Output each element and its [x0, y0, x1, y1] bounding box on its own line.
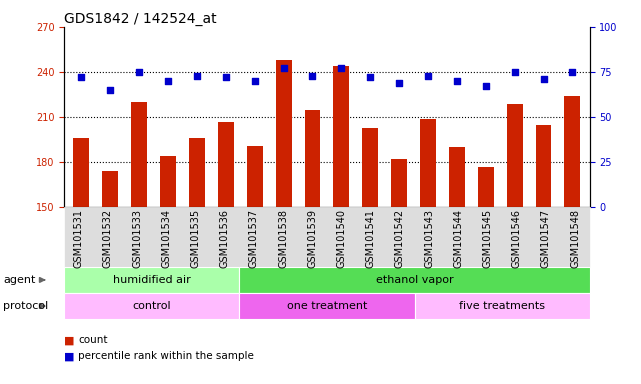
Text: GSM101545: GSM101545: [483, 209, 492, 268]
Bar: [362, 127, 378, 207]
Point: [538, 76, 549, 82]
Bar: [276, 60, 292, 207]
Text: percentile rank within the sample: percentile rank within the sample: [78, 351, 254, 361]
Text: GSM101544: GSM101544: [453, 209, 463, 268]
Text: GDS1842 / 142524_at: GDS1842 / 142524_at: [64, 12, 217, 25]
Text: GSM101534: GSM101534: [162, 209, 171, 268]
Point: [423, 73, 433, 79]
Bar: [449, 147, 465, 207]
Text: GSM101547: GSM101547: [541, 209, 551, 268]
Bar: [478, 167, 494, 207]
Text: humidified air: humidified air: [113, 275, 190, 285]
Text: GSM101537: GSM101537: [249, 209, 259, 268]
Text: one treatment: one treatment: [287, 301, 367, 311]
Text: ■: ■: [64, 335, 74, 345]
Point: [134, 69, 144, 75]
Point: [394, 80, 404, 86]
Point: [365, 74, 376, 81]
Point: [221, 74, 231, 81]
Point: [337, 65, 347, 71]
Text: count: count: [78, 335, 108, 345]
Point: [192, 73, 202, 79]
Text: GSM101532: GSM101532: [103, 209, 113, 268]
Bar: [506, 104, 522, 207]
Text: GSM101546: GSM101546: [512, 209, 522, 268]
Point: [76, 74, 87, 81]
Bar: [218, 122, 234, 207]
Text: GSM101539: GSM101539: [307, 209, 317, 268]
Text: GSM101535: GSM101535: [190, 209, 201, 268]
Point: [567, 69, 578, 75]
Bar: [247, 146, 263, 207]
Bar: [160, 156, 176, 207]
Text: protocol: protocol: [3, 301, 49, 311]
Bar: [565, 96, 580, 207]
Text: ethanol vapor: ethanol vapor: [376, 275, 453, 285]
Text: agent: agent: [3, 275, 36, 285]
Point: [249, 78, 260, 84]
Text: GSM101542: GSM101542: [395, 209, 405, 268]
Text: GSM101543: GSM101543: [424, 209, 434, 268]
Point: [278, 65, 288, 71]
Point: [452, 78, 462, 84]
Text: GSM101540: GSM101540: [337, 209, 347, 268]
Bar: [333, 66, 349, 207]
Point: [105, 87, 115, 93]
Bar: [420, 119, 436, 207]
Text: control: control: [133, 301, 171, 311]
Bar: [74, 138, 89, 207]
Text: GSM101541: GSM101541: [366, 209, 376, 268]
Text: GSM101538: GSM101538: [278, 209, 288, 268]
Text: GSM101531: GSM101531: [74, 209, 84, 268]
Bar: [103, 171, 118, 207]
Point: [510, 69, 520, 75]
Bar: [391, 159, 407, 207]
Bar: [536, 125, 551, 207]
Text: GSM101548: GSM101548: [570, 209, 580, 268]
Bar: [189, 138, 205, 207]
Bar: [304, 109, 320, 207]
Bar: [131, 102, 147, 207]
Text: five treatments: five treatments: [459, 301, 545, 311]
Point: [481, 83, 491, 89]
Text: ■: ■: [64, 351, 74, 361]
Text: GSM101536: GSM101536: [220, 209, 229, 268]
Text: GSM101533: GSM101533: [132, 209, 142, 268]
Point: [163, 78, 173, 84]
Point: [307, 73, 317, 79]
